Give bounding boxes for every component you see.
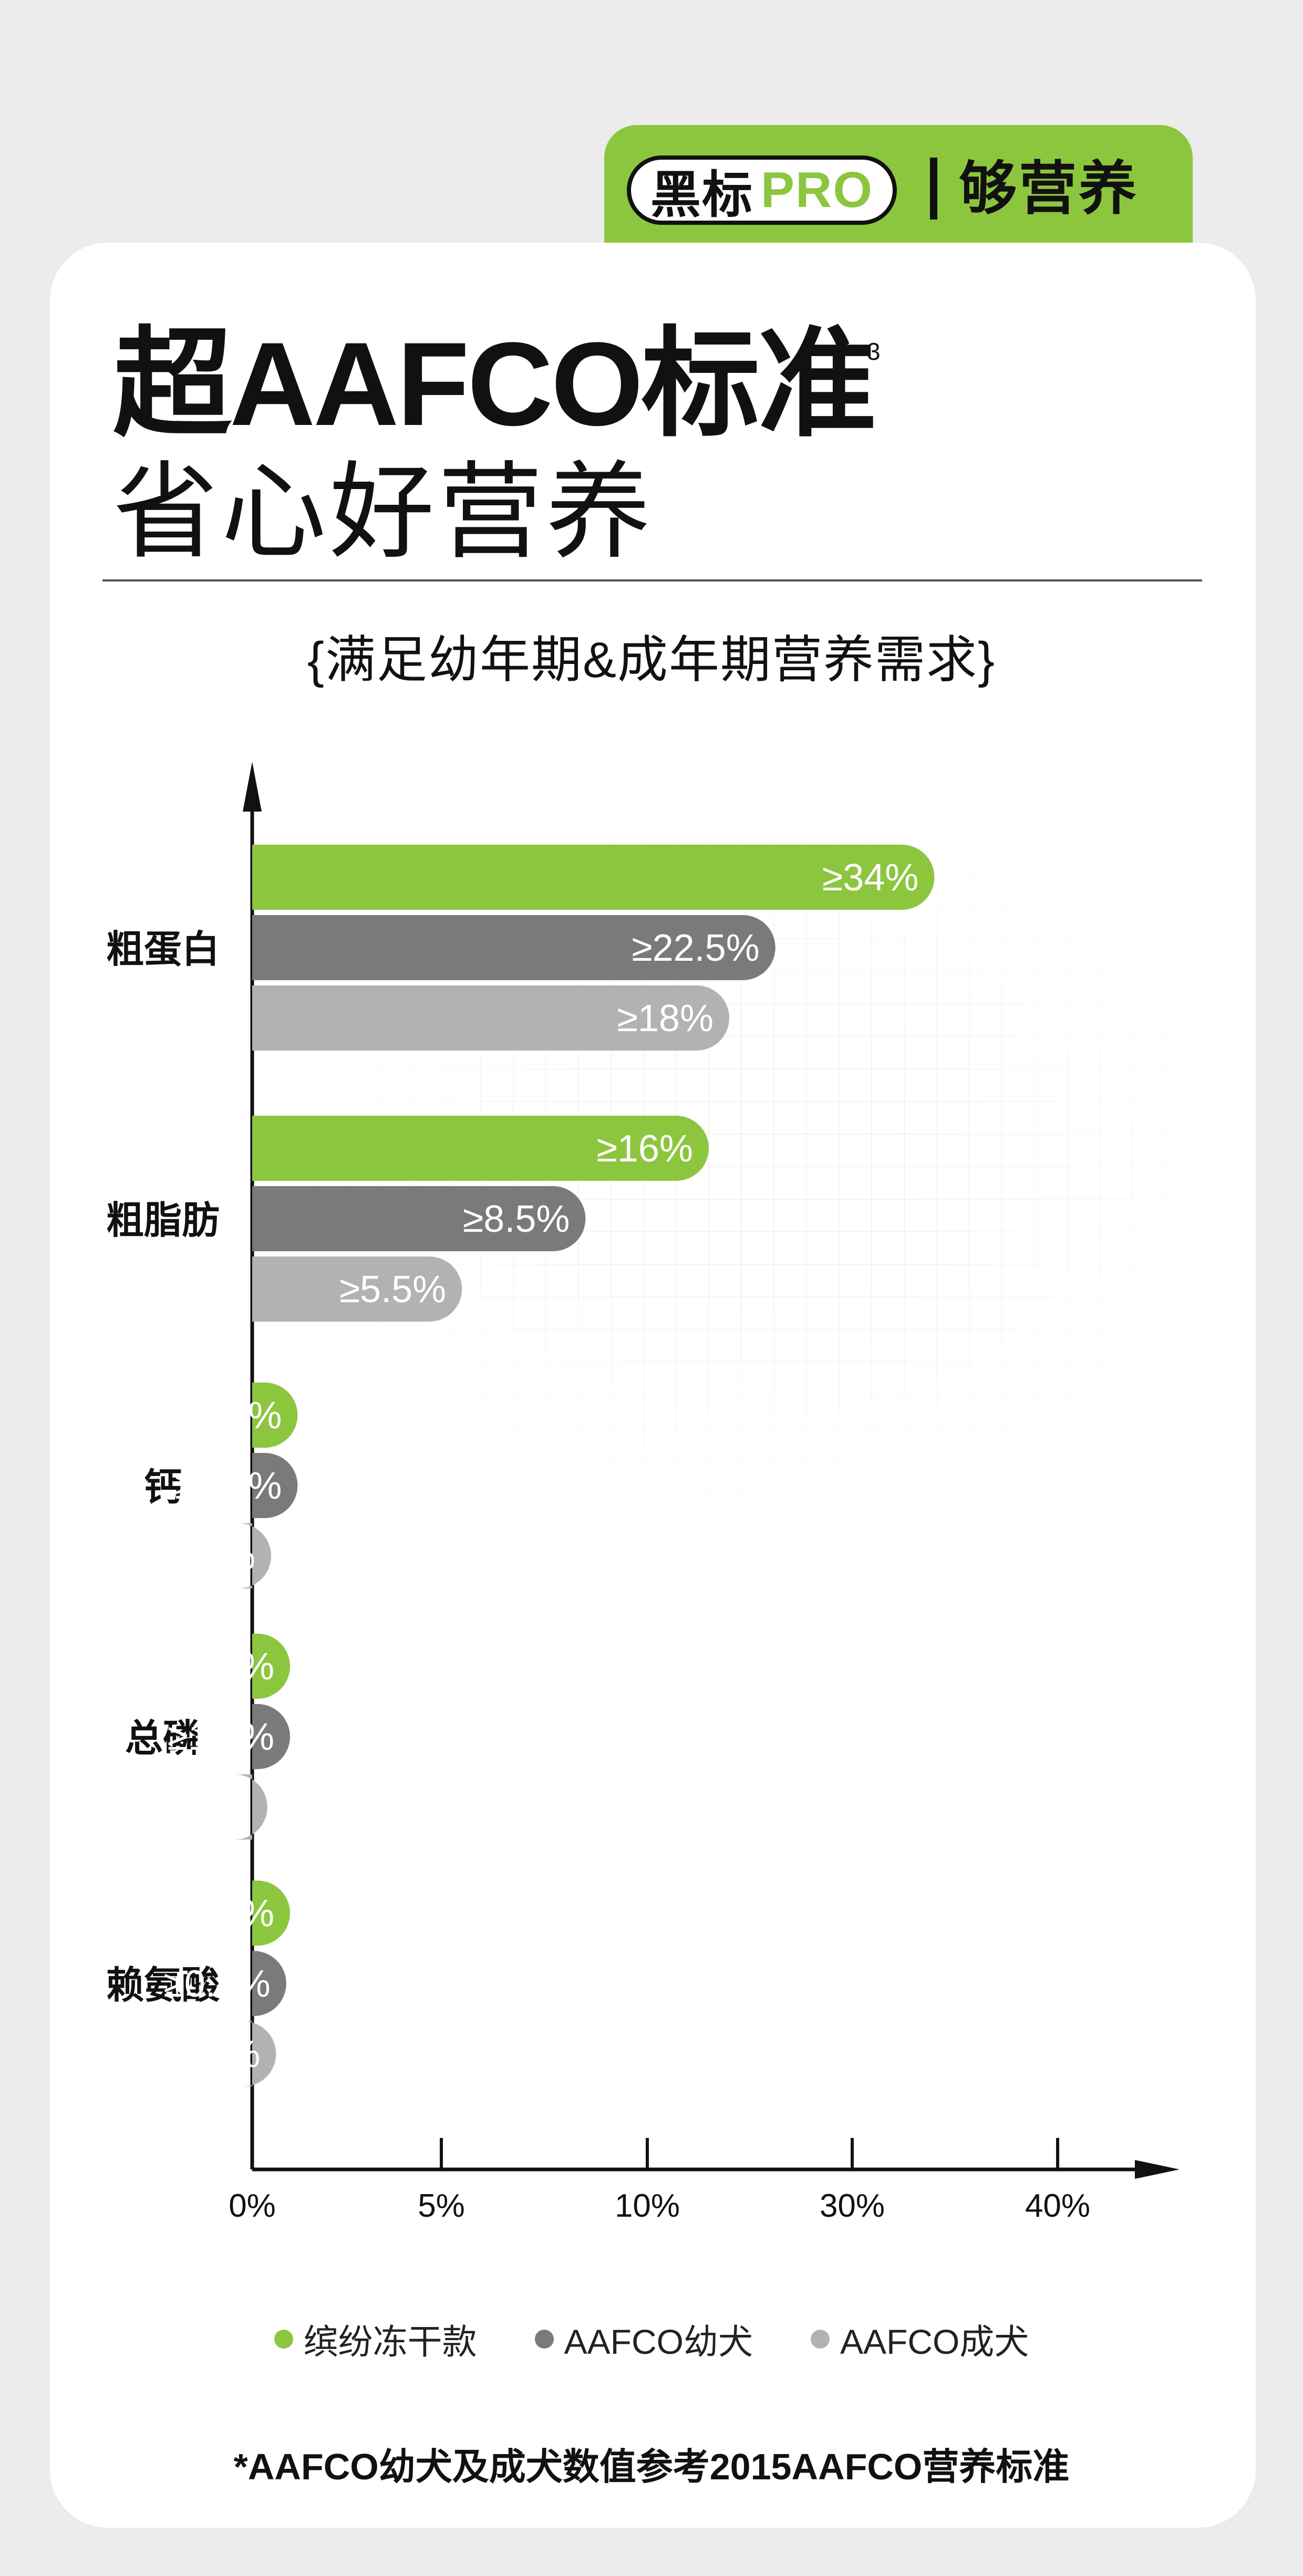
x-tick-label: 30% — [820, 2188, 885, 2224]
bar — [252, 1881, 290, 1946]
bar — [252, 1634, 290, 1699]
bar-value-label: ≥34% — [822, 857, 919, 899]
bar — [234, 1774, 267, 1840]
x-tick-label: 5% — [418, 2188, 465, 2224]
brand-logo-left: 黑标 — [650, 167, 753, 223]
bar — [252, 915, 775, 980]
bar-value-label: ≥18% — [617, 998, 713, 1040]
x-axis-arrow — [1135, 2160, 1180, 2179]
bar — [252, 1704, 290, 1769]
chart-caption: {满足幼年期&成年期营养需求} — [307, 632, 996, 688]
bar — [252, 1256, 462, 1322]
bar-value-label: ≥16% — [596, 1128, 693, 1170]
bar — [252, 1453, 298, 1518]
page-title: 超AAFCO标准 — [113, 317, 876, 450]
bar-value-label: ≥22.5% — [632, 927, 760, 969]
bar — [239, 1523, 271, 1588]
title-superscript: 3 — [867, 338, 881, 365]
chart-legend: 缤纷冻干款 AAFCO幼犬 AAFCO成犬 — [0, 2314, 1303, 2364]
bar-value-label: ≥0.9% — [163, 1963, 271, 2005]
bar-value-label: ≥0.4% — [144, 1786, 252, 1829]
bar — [243, 2021, 276, 2086]
bar — [252, 1382, 298, 1448]
legend-dot-green — [274, 2330, 293, 2349]
category-label: 赖氨酸 — [106, 1965, 220, 2007]
category-label: 钙 — [144, 1467, 182, 1509]
bar-value-label: ≥8.5% — [463, 1198, 570, 1240]
legend-item-freeze-dried: 缤纷冻干款 — [274, 2314, 477, 2364]
legend-label-aafco-adult: AAFCO成犬 — [840, 2322, 1029, 2361]
bar — [252, 1116, 709, 1181]
bar-value-label: ≥5.5% — [339, 1269, 447, 1311]
bar — [252, 985, 729, 1051]
title-divider — [102, 579, 1202, 581]
brand-logo: 黑标 PRO — [627, 155, 897, 225]
bar — [252, 1186, 586, 1251]
legend-item-aafco-puppy: AAFCO幼犬 — [534, 2314, 753, 2364]
bar — [252, 845, 935, 910]
bar-value-label: ≥0.5% — [148, 1535, 255, 1577]
bar-value-label: ≥1.0% — [167, 1716, 274, 1758]
footnote: *AAFCO幼犬及成犬数值参考2015AAFCO营养标准 — [233, 2446, 1070, 2487]
category-label: 粗脂肪 — [106, 1200, 220, 1242]
category-label: 粗蛋白 — [106, 929, 220, 971]
header-tagline: 够营养 — [959, 157, 1139, 221]
legend-item-aafco-adult: AAFCO成犬 — [811, 2314, 1029, 2364]
page-subtitle: 省心好营养 — [113, 454, 655, 571]
header-divider — [930, 158, 937, 220]
category-label: 总磷 — [125, 1718, 201, 1760]
x-tick-label: 0% — [229, 2188, 276, 2224]
legend-dot-light-gray — [811, 2330, 830, 2349]
x-tick-label: 10% — [615, 2188, 680, 2224]
bar-value-label: ≥1.2% — [175, 1465, 282, 1507]
bar — [252, 1951, 286, 2016]
legend-dot-dark-gray — [534, 2330, 554, 2349]
legend-label-aafco-puppy: AAFCO幼犬 — [564, 2322, 753, 2361]
brand-logo-right: PRO — [760, 162, 874, 218]
y-axis-arrow — [243, 762, 262, 812]
bar-value-label: ≥1.0% — [167, 1646, 274, 1688]
legend-label-freeze-dried: 缤纷冻干款 — [303, 2322, 477, 2361]
bar-value-label: ≥0.63% — [132, 2033, 261, 2075]
bar-value-label: ≥1.2% — [175, 1395, 282, 1437]
bar-value-label: ≥1.0% — [167, 1893, 274, 1935]
x-tick-label: 40% — [1025, 2188, 1090, 2224]
